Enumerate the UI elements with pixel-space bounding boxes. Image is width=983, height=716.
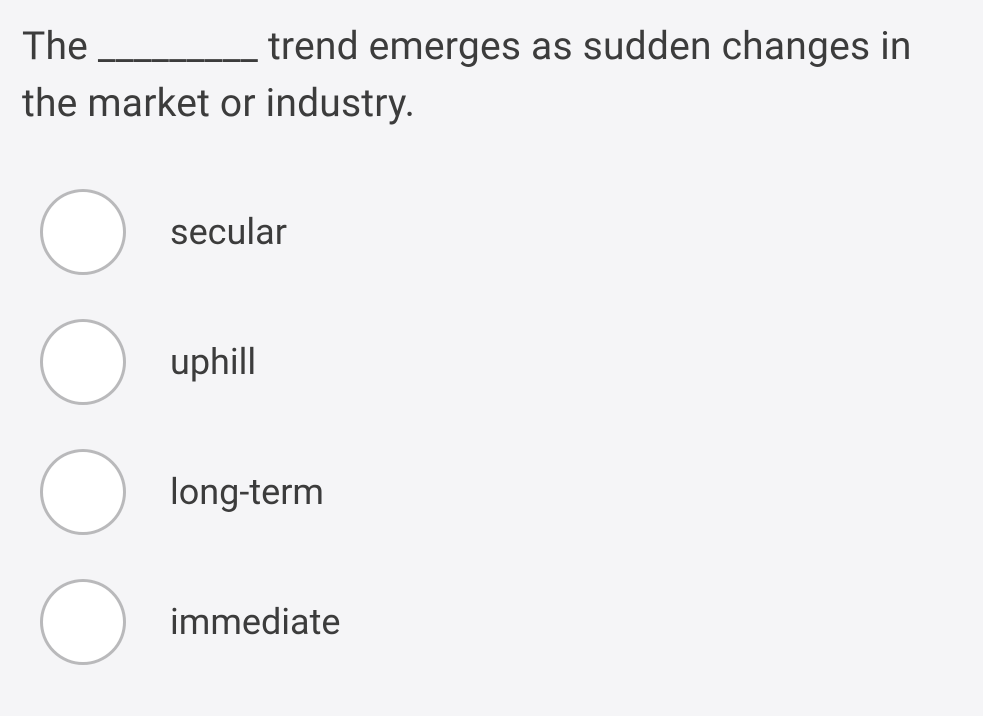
option-label: long-term: [170, 471, 324, 513]
radio-icon[interactable]: [40, 319, 126, 405]
option-row[interactable]: long-term: [40, 427, 961, 557]
question-text: The _________ trend emerges as sudden ch…: [22, 18, 961, 131]
radio-icon[interactable]: [40, 449, 126, 535]
option-row[interactable]: secular: [40, 167, 961, 297]
radio-icon[interactable]: [40, 579, 126, 665]
option-row[interactable]: immediate: [40, 557, 961, 687]
quiz-container: The _________ trend emerges as sudden ch…: [0, 0, 983, 687]
option-label: uphill: [170, 341, 256, 383]
options-list: secular uphill long-term immediate: [22, 167, 961, 687]
option-row[interactable]: uphill: [40, 297, 961, 427]
option-label: secular: [170, 211, 287, 253]
radio-icon[interactable]: [40, 189, 126, 275]
option-label: immediate: [170, 601, 341, 643]
